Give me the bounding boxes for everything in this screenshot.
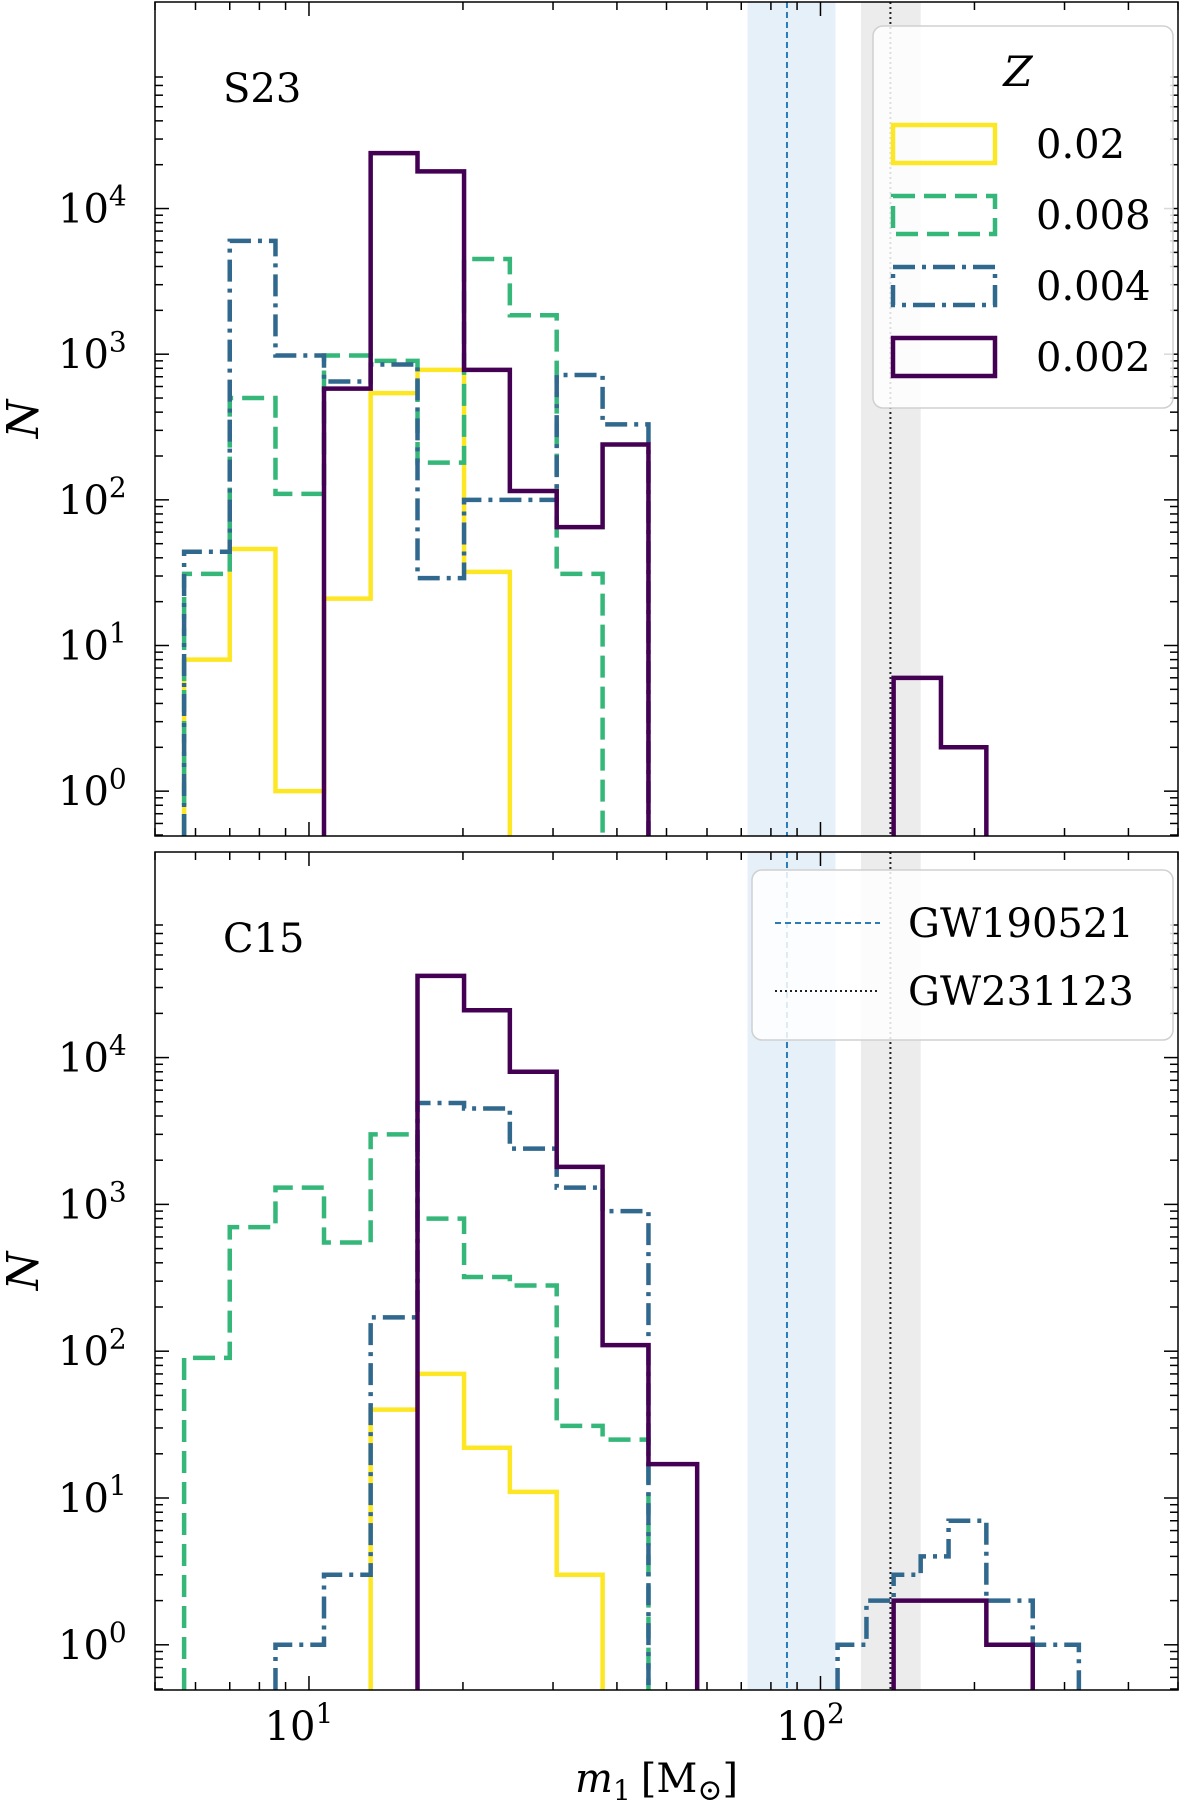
y-axis-label: N: [0, 1250, 49, 1291]
y-tick-label: 104: [58, 180, 127, 233]
panel-label: S23: [223, 66, 301, 112]
legend-metallicity: Z0.02 0.008 0.004 0.002: [872, 25, 1174, 409]
x-tick-label: 102: [776, 1697, 845, 1750]
series-z0_002: [415, 973, 700, 1690]
legend-label: 0.02: [1036, 122, 1125, 168]
plot-frame: [154, 1, 1179, 837]
x-tick-label: 101: [265, 1697, 334, 1750]
legend-swatch: [890, 193, 998, 237]
series-z0_004-high: [835, 1518, 1082, 1690]
y-tick-label: 102: [58, 1322, 127, 1375]
y-axis-label: N: [0, 398, 49, 439]
y-tick-label: 103: [58, 1176, 127, 1229]
legend-swatch: [890, 335, 998, 379]
panel-label: C15: [223, 916, 305, 962]
y-tick-label: 100: [58, 1616, 127, 1669]
legend-swatch: [890, 264, 998, 308]
legend-swatch: [890, 122, 998, 166]
legend-title: Z: [1001, 47, 1033, 96]
legend-box: [872, 25, 1174, 409]
gw190521-band: [747, 2, 836, 836]
legend-label: 0.008: [1036, 193, 1151, 239]
y-tick-label: 104: [58, 1029, 127, 1082]
y-tick-label: 101: [58, 617, 127, 670]
panel-c15: 100 101 102 103 104 101 102 C15 N GW190521 GW23…: [0, 851, 1179, 1750]
y-tick-label: 103: [58, 325, 127, 378]
legend-box: [751, 869, 1174, 1041]
series-z0_008: [181, 256, 605, 836]
y-tick-label: 101: [58, 1469, 127, 1522]
legend-label: 0.004: [1036, 264, 1151, 310]
x-axis-label: m1 [M⊙]: [575, 1756, 738, 1806]
series-z0_02: [368, 1371, 605, 1690]
legend-label: GW190521: [908, 901, 1134, 947]
series-z0_02: [181, 367, 513, 836]
legend-events: GW190521 GW231123: [751, 869, 1174, 1041]
legend-label: GW231123: [908, 969, 1134, 1015]
panel-s23: 100 101 102 103 104 S23 N Z0.02 0.008 0.004 0.0…: [0, 1, 1179, 837]
series-z0_004: [181, 238, 651, 836]
series-z0_002: [321, 150, 651, 836]
series-z0_002-high: [891, 1598, 1035, 1690]
y-tick-label: 102: [58, 471, 127, 524]
y-tick-label: 100: [58, 762, 127, 815]
plot-frame: [154, 851, 1179, 1691]
series-z0_002-high: [891, 675, 989, 836]
legend-label: 0.002: [1036, 335, 1151, 381]
